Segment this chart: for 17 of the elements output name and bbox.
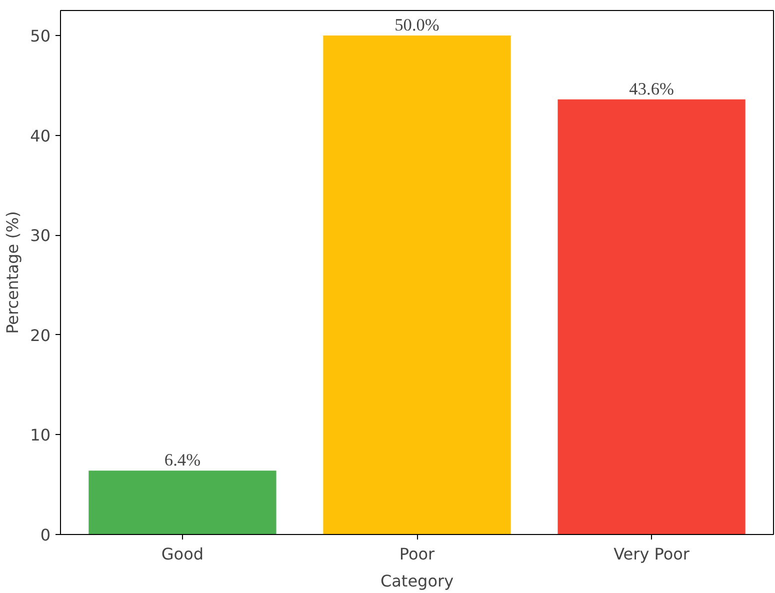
y-tick-label: 0 [40, 526, 51, 544]
y-tick-label: 10 [30, 426, 50, 445]
x-axis-title: Category [380, 572, 454, 590]
bar [88, 470, 276, 534]
x-tick-label: Very Poor [614, 544, 690, 564]
x-tick-label: Poor [399, 544, 436, 564]
bar [558, 99, 746, 534]
data-label: 50.0% [394, 15, 440, 34]
bar [323, 35, 511, 534]
data-label: 43.6% [629, 79, 674, 98]
x-tick-label: Good [161, 544, 204, 564]
y-axis-title: Percentage (%) [3, 211, 22, 334]
y-tick-label: 40 [30, 126, 50, 146]
y-tick-label: 20 [30, 326, 50, 345]
y-tick-label: 30 [30, 226, 50, 246]
data-label: 6.4% [164, 450, 201, 470]
y-tick-label: 50 [30, 26, 50, 46]
